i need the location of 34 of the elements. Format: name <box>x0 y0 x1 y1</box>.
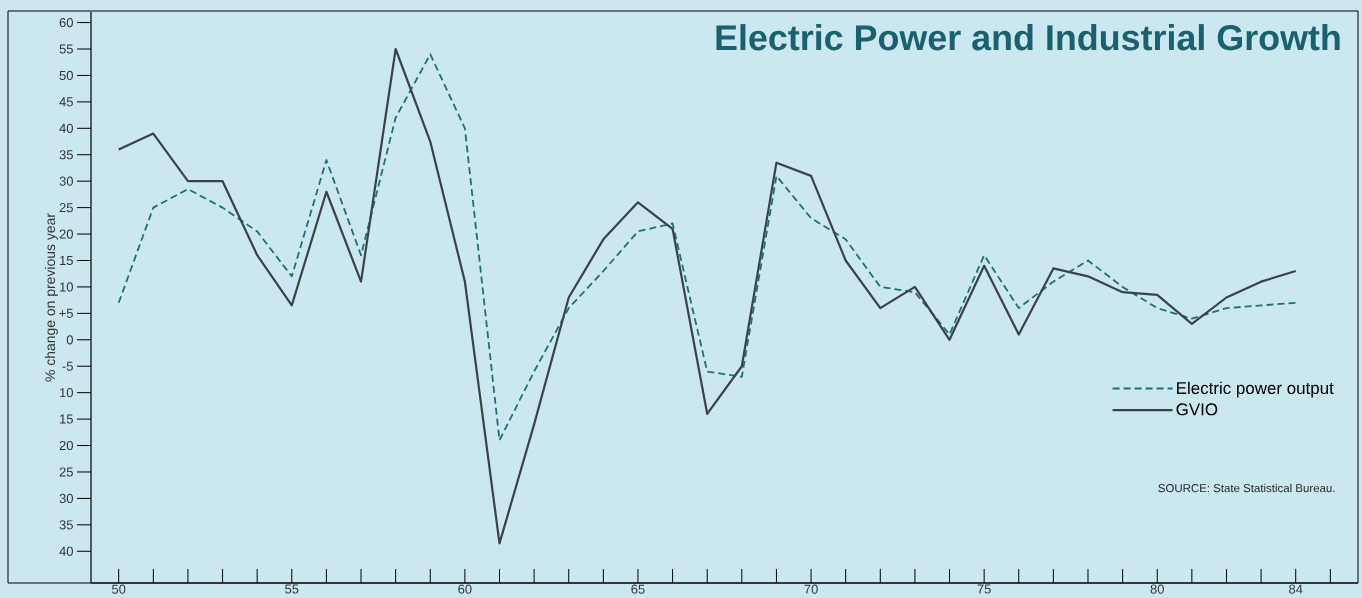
x-tick-label: 55 <box>285 584 299 594</box>
y-tick-label: -5 <box>62 361 73 371</box>
x-tick-label: 60 <box>458 584 472 594</box>
y-tick-label: 10 <box>60 388 73 398</box>
y-tick-label: 30 <box>59 176 73 186</box>
y-tick-label: 20 <box>59 229 73 239</box>
y-tick-label: 35 <box>59 520 73 530</box>
chart-title: Electric Power and Industrial Growth <box>716 24 1340 51</box>
x-tick-label: 75 <box>977 584 991 594</box>
y-tick-label: +5 <box>59 308 73 318</box>
x-tick-label: 50 <box>112 584 126 594</box>
x-tick-label: 80 <box>1150 584 1164 594</box>
y-tick-label: 25 <box>59 467 73 477</box>
y-tick-label: 60 <box>59 17 73 28</box>
x-tick-label: 84 <box>1289 584 1303 594</box>
annotation: SOURCE: State Statistical Bureau. <box>1158 483 1335 493</box>
x-tick-label: 65 <box>631 584 645 594</box>
y-tick-label: 15 <box>60 255 73 265</box>
y-tick-label: 0 <box>66 335 73 345</box>
legend-label: Electric power output <box>1177 381 1334 398</box>
y-tick-label: 30 <box>59 493 73 503</box>
y-tick-label: 40 <box>59 546 73 556</box>
y-tick-label: 10 <box>60 282 73 292</box>
y-tick-label: 25 <box>59 203 73 213</box>
x-tick-label: 70 <box>804 584 818 594</box>
y-tick-label: 15 <box>60 414 73 424</box>
y-tick-label: 35 <box>59 150 73 160</box>
y-tick-label: 55 <box>59 44 73 54</box>
y-tick-label: 40 <box>59 123 73 133</box>
legend-label: GVIO <box>1176 403 1218 416</box>
y-axis-title: % change on previous year <box>44 213 58 382</box>
y-tick-label: 20 <box>59 440 73 451</box>
y-tick-label: 50 <box>59 70 73 81</box>
y-tick-label: 45 <box>59 97 73 107</box>
